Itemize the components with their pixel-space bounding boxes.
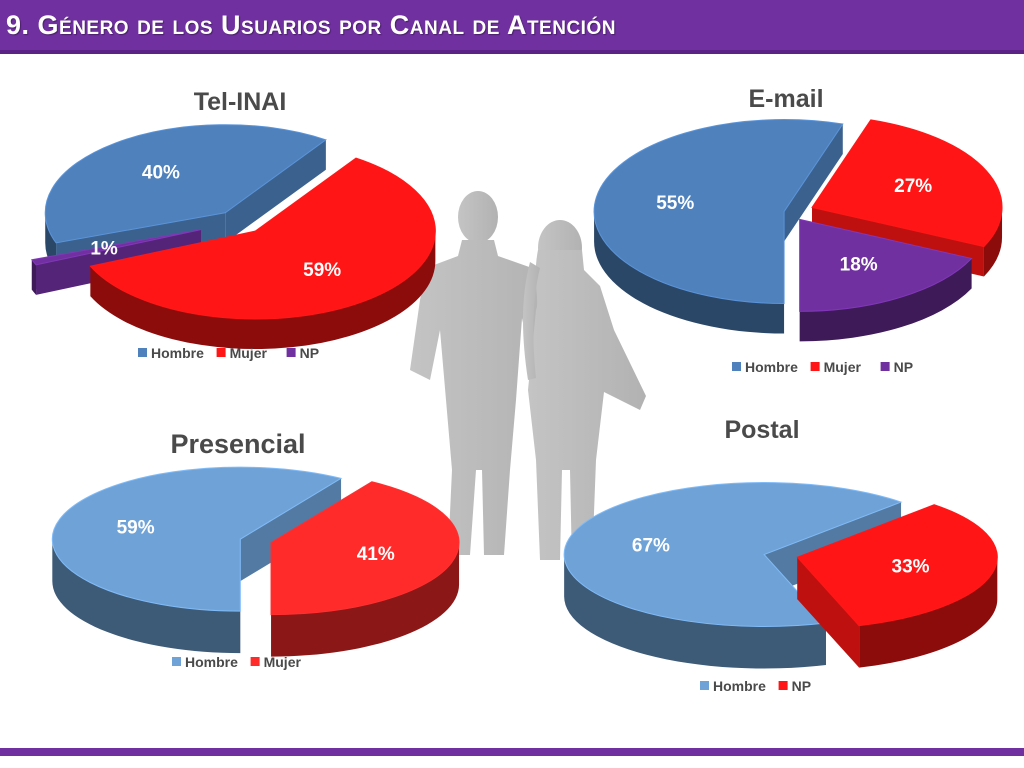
slice-top — [51, 466, 343, 612]
slice-wall — [31, 229, 202, 290]
chart-title: E-mail — [748, 85, 823, 113]
data-label-hombre: 67% — [632, 535, 670, 556]
slice-edge — [983, 207, 1003, 277]
slice-edge — [271, 542, 460, 657]
slice-edge — [564, 554, 826, 669]
data-label-mujer: 27% — [894, 176, 932, 197]
slide-title: 9. Género de los Usuarios por Canal de A… — [6, 10, 616, 40]
chart-title: Postal — [724, 416, 799, 444]
data-label-np: 1% — [90, 239, 118, 260]
slice-top — [593, 119, 844, 305]
slice-top — [796, 504, 998, 627]
pie-chart-e-mail: 55% 27% 18% E-mail Hombre Mujer NP — [593, 85, 1003, 375]
pie-chart-presencial: 59% 41% Presencial Hombre Mujer — [51, 429, 460, 670]
legend-label-hombre: Hombre — [713, 678, 766, 694]
slice-top — [44, 124, 327, 244]
legend-swatch-mujer — [250, 657, 260, 666]
data-label-hombre: 59% — [117, 517, 155, 538]
slice-wall — [797, 557, 860, 668]
pie-slice-mujer — [89, 157, 436, 350]
legend-label-mujer: Mujer — [264, 654, 302, 670]
couple-silhouette-image — [410, 191, 646, 565]
legend-swatch-hombre — [172, 657, 181, 666]
legend-label-hombre: Hombre — [151, 345, 204, 361]
pie-slice-hombre — [593, 119, 844, 334]
slice-edge — [90, 231, 436, 350]
slice-top — [799, 218, 973, 312]
legend-label-hombre: Hombre — [185, 654, 238, 670]
data-label-mujer: 59% — [303, 260, 341, 281]
pie-slice-hombre — [51, 466, 343, 654]
legend-swatch-mujer — [216, 348, 226, 357]
pie-slice-np — [799, 218, 973, 342]
legend-label-np: NP — [792, 678, 811, 694]
slice-top — [563, 482, 903, 628]
data-label-np: 18% — [840, 254, 878, 275]
slice-wall — [784, 124, 843, 242]
data-label-np: 33% — [892, 556, 930, 577]
slice-top — [811, 119, 1003, 248]
legend-swatch-np — [880, 362, 890, 371]
slide-header: 9. Género de los Usuarios por Canal de A… — [0, 0, 1024, 54]
pie-slice-mujer — [270, 481, 460, 657]
legend-swatch-hombre — [138, 348, 147, 357]
chart-title: Presencial — [170, 429, 305, 459]
legend-label-hombre: Hombre — [745, 359, 798, 375]
data-label-hombre: 40% — [142, 163, 180, 184]
slice-edge — [31, 259, 37, 295]
slice-edge — [859, 557, 998, 668]
slice-edge — [52, 539, 241, 654]
data-label-mujer: 41% — [357, 544, 395, 565]
legend-swatch-mujer — [810, 362, 820, 371]
slice-edge — [594, 211, 785, 334]
legend-label-np: NP — [894, 359, 913, 375]
legend-swatch-hombre — [700, 681, 709, 690]
slice-wall — [240, 478, 342, 582]
footer-bar — [0, 748, 1024, 756]
pie-chart-postal: 67% 33% Postal Hombre NP — [563, 416, 998, 694]
slice-top — [89, 157, 436, 320]
slice-top — [30, 229, 202, 266]
data-label-hombre: 55% — [656, 193, 694, 214]
chart-title: Tel-INAI — [194, 88, 287, 116]
pie-slice-np — [796, 504, 998, 668]
slice-top — [270, 481, 460, 616]
slice-edge — [799, 258, 972, 342]
pie-chart-tel-inai: 40% 59% 1% Tel-INAI Hombre Mujer NP — [30, 88, 436, 361]
slice-wall — [225, 139, 326, 243]
legend-label-mujer: Mujer — [230, 345, 268, 361]
legend-swatch-hombre — [732, 362, 741, 371]
legend-label-np: NP — [300, 345, 319, 361]
legend-swatch-np — [286, 348, 296, 357]
legend-swatch-np — [778, 681, 788, 690]
legend-label-mujer: Mujer — [824, 359, 862, 375]
